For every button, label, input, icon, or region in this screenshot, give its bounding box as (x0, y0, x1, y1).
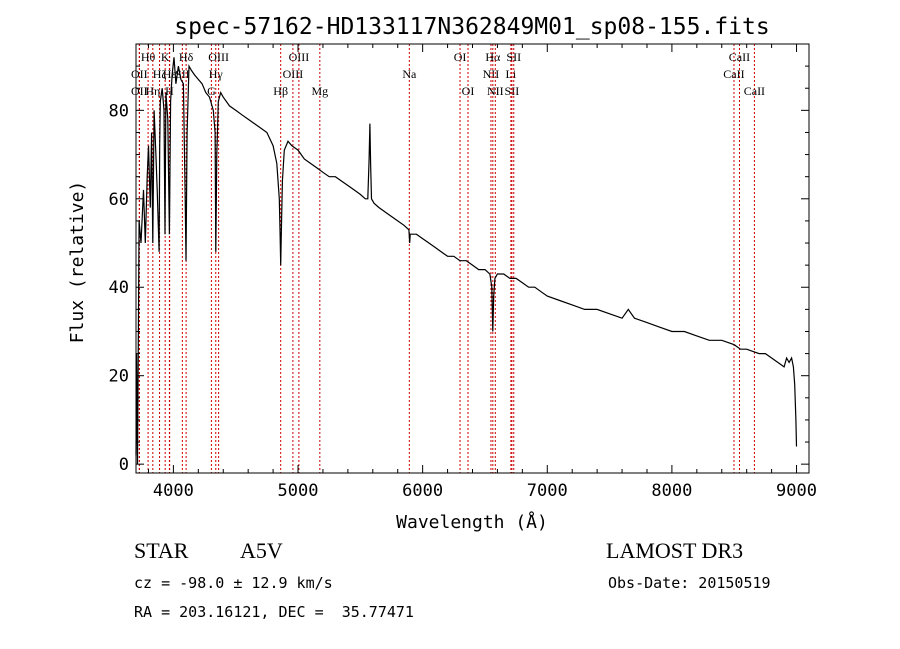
x-axis-label: Wavelength (Å) (396, 511, 548, 533)
redshift-value: cz = -98.0 ± 12.9 km/s (134, 574, 333, 592)
y-tick-label: 40 (109, 278, 129, 298)
marker-label: K (161, 50, 170, 64)
obs-date: Obs-Date: 20150519 (608, 574, 771, 592)
object-type: STAR (134, 538, 189, 563)
marker-label: Hα (485, 50, 501, 64)
x-tick-label: 7000 (527, 481, 568, 501)
y-axis-label: Flux (relative) (67, 181, 88, 344)
y-tick-label: 60 (109, 190, 129, 210)
marker-label: Hβ (273, 84, 288, 98)
spectrum-line (135, 57, 798, 465)
marker-label: SII (505, 84, 520, 98)
marker-label: OI (454, 50, 467, 64)
marker-label: Na (402, 67, 417, 81)
y-tick-label: 0 (119, 455, 129, 475)
x-tick-label: 9000 (776, 481, 817, 501)
x-tick-label: 4000 (153, 481, 194, 501)
marker-label: Mg (311, 84, 328, 98)
marker-label: NII (483, 67, 500, 81)
marker-label: G (207, 84, 216, 98)
marker-label: Hγ (209, 67, 224, 81)
spectrum-chart: spec-57162-HD133117N362849M01_sp08-155.f… (67, 14, 817, 533)
x-tick-label: 5000 (278, 481, 319, 501)
y-tick-label: 20 (109, 367, 129, 387)
marker-label: CaII (729, 50, 750, 64)
marker-label: OIII (289, 50, 310, 64)
marker-label: NII (487, 84, 504, 98)
x-tick-label: 8000 (651, 481, 692, 501)
marker-label: Li (506, 67, 517, 81)
spectral-class: A5V (240, 538, 283, 563)
x-axis: 4000 5000 6000 7000 8000 9000 (147, 44, 817, 501)
marker-label: OI (462, 84, 475, 98)
marker-label: CaII (744, 84, 765, 98)
y-axis: 0 20 40 60 80 (109, 65, 809, 475)
chart-title: spec-57162-HD133117N362849M01_sp08-155.f… (174, 14, 769, 40)
marker-label: OIII (283, 67, 304, 81)
plot-frame (135, 43, 810, 474)
y-tick-label: 80 (109, 101, 129, 121)
marker-label: OII (131, 84, 148, 98)
x-tick-label: 6000 (402, 481, 443, 501)
marker-label: SII (506, 50, 521, 64)
marker-label: H (165, 84, 174, 98)
marker-label: Hζ (153, 67, 167, 81)
marker-label: Hθ (141, 50, 156, 64)
marker-label: Hη (145, 84, 160, 98)
survey-name: LAMOST DR3 (606, 538, 744, 563)
marker-label: OIII (208, 50, 229, 64)
line-markers: OIIOIIHθHηHζKHHεSIIHδGHγOIIIHβOIIIOIIIMg… (131, 44, 765, 473)
marker-label: CaII (723, 67, 744, 81)
coordinates: RA = 203.16121, DEC = 35.77471 (134, 603, 414, 621)
marker-label: OII (131, 67, 148, 81)
marker-label: Hδ (179, 50, 194, 64)
